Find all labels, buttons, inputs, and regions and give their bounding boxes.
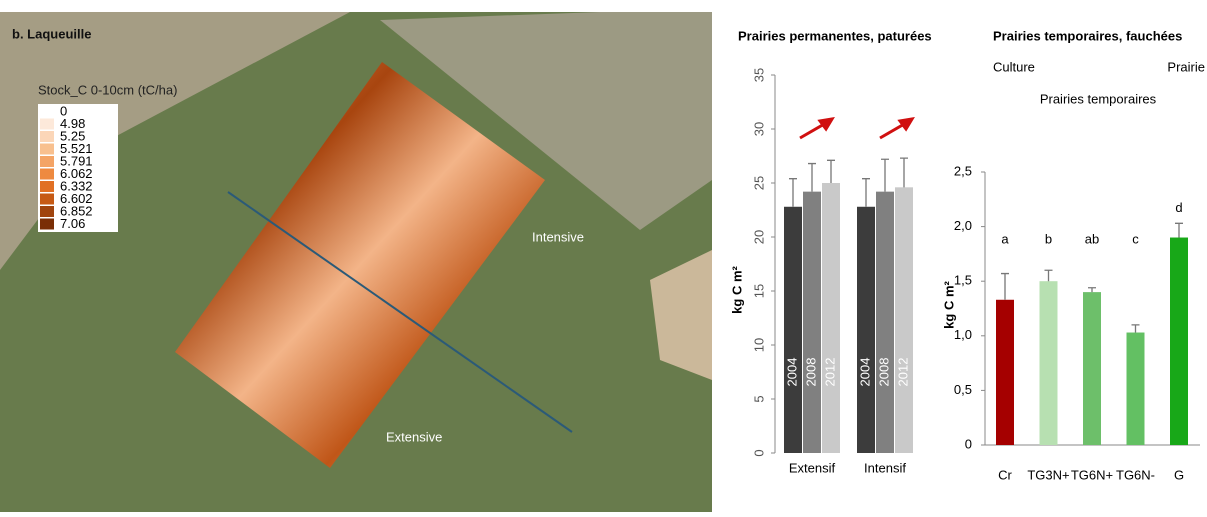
legend-swatch	[40, 156, 54, 167]
y-tick-label: 2,5	[954, 163, 972, 178]
y-tick-label: 20	[751, 230, 766, 244]
map: b. Laqueuille Stock_C 0-10cm (tC/ha) 04.…	[0, 12, 712, 512]
bar	[876, 191, 894, 453]
x-tick-label: G	[1174, 467, 1184, 482]
x-tick-label: Extensif	[789, 460, 836, 475]
error-bar	[789, 178, 797, 207]
legend-label: 5.791	[60, 153, 93, 168]
y-tick-label: 1,5	[954, 273, 972, 288]
y-tick-label: 0,5	[954, 382, 972, 397]
legend-label: 6.602	[60, 191, 93, 206]
legend-swatch	[40, 181, 54, 192]
y-tick-label: 30	[751, 122, 766, 136]
error-bar	[881, 158, 889, 192]
legend-swatch	[40, 131, 54, 142]
annotation: Prairies temporaires	[1040, 91, 1157, 106]
y-tick-label: 0	[965, 436, 972, 451]
legend-label: 5.521	[60, 141, 93, 156]
bar	[1170, 237, 1188, 445]
y-tick-label: 25	[751, 176, 766, 190]
bar	[996, 299, 1014, 445]
field	[650, 250, 712, 380]
legend-swatch	[40, 118, 54, 130]
trend-arrows	[799, 116, 915, 140]
annotation: Prairie	[1167, 59, 1205, 74]
legend-swatch	[40, 106, 54, 117]
chart-title: Prairies temporaires, fauchées	[993, 28, 1182, 43]
error-bar	[1001, 272, 1009, 300]
legend-title: Stock_C 0-10cm (tC/ha)	[38, 82, 177, 97]
bar	[895, 187, 913, 453]
legend-swatch	[40, 206, 54, 217]
legend-swatch	[40, 143, 54, 155]
legend-label: 6.852	[60, 203, 93, 218]
field	[380, 12, 712, 230]
transect	[227, 191, 573, 433]
series-label: 2004	[784, 358, 799, 387]
y-axis-label: kg C m²	[941, 280, 956, 328]
series-label: 2008	[876, 358, 891, 387]
series-label: 2004	[857, 358, 872, 387]
legend-swatch	[40, 218, 54, 230]
significance-letter: ab	[1085, 231, 1099, 246]
series-label: 2008	[803, 358, 818, 387]
significance-letter: c	[1132, 231, 1139, 246]
annotation: Culture	[993, 59, 1035, 74]
series-label: 2012	[895, 358, 910, 387]
x-tick-label: TG6N-	[1116, 467, 1155, 482]
error-bar	[808, 162, 816, 192]
y-tick-label: 1,0	[954, 327, 972, 342]
bar	[1039, 281, 1058, 445]
error-bar	[1175, 222, 1183, 238]
bar	[1083, 292, 1101, 445]
significance-letter: b	[1045, 231, 1052, 246]
map-label: Extensive	[386, 429, 442, 444]
legend-label: 5.25	[60, 128, 85, 143]
y-tick-label: 0	[751, 449, 766, 456]
y-tick-label: 2,0	[954, 218, 972, 233]
map-label: Intensive	[532, 229, 584, 244]
legend: 04.985.255.5215.7916.0626.3326.6026.8527…	[40, 103, 93, 231]
error-bar	[900, 157, 908, 188]
legend-label: 4.98	[60, 116, 85, 131]
y-tick-label: 10	[751, 338, 766, 352]
map-title: b. Laqueuille	[12, 26, 91, 41]
bar	[822, 183, 840, 453]
legend-label: 6.332	[60, 178, 93, 193]
error-bar	[1044, 269, 1053, 282]
legend-swatch	[40, 168, 54, 180]
error-bar	[862, 178, 870, 207]
chart-title: Prairies permanentes, paturées	[738, 28, 932, 43]
bar	[803, 191, 821, 453]
legend-label: 6.062	[60, 166, 93, 181]
legend-swatch	[40, 193, 54, 205]
bar	[1126, 332, 1145, 445]
y-axis-label: kg C m²	[729, 265, 744, 313]
error-bar	[827, 159, 835, 183]
x-tick-label: Cr	[998, 467, 1012, 482]
x-tick-label: Intensif	[864, 460, 906, 475]
y-tick-label: 15	[751, 284, 766, 298]
legend-label: 0	[60, 103, 67, 118]
x-tick-label: TG6N+	[1071, 467, 1113, 482]
x-tick-label: TG3N+	[1027, 467, 1069, 482]
error-bar	[1131, 324, 1140, 333]
bar	[857, 206, 875, 453]
error-bar	[1088, 287, 1096, 293]
significance-letter: a	[1001, 231, 1009, 246]
carbon-map	[175, 62, 545, 468]
y-tick-label: 35	[751, 68, 766, 82]
legend-label: 7.06	[60, 216, 85, 231]
series-label: 2012	[822, 358, 837, 387]
y-tick-label: 5	[751, 395, 766, 402]
significance-letter: d	[1175, 200, 1182, 215]
bar	[784, 206, 802, 453]
